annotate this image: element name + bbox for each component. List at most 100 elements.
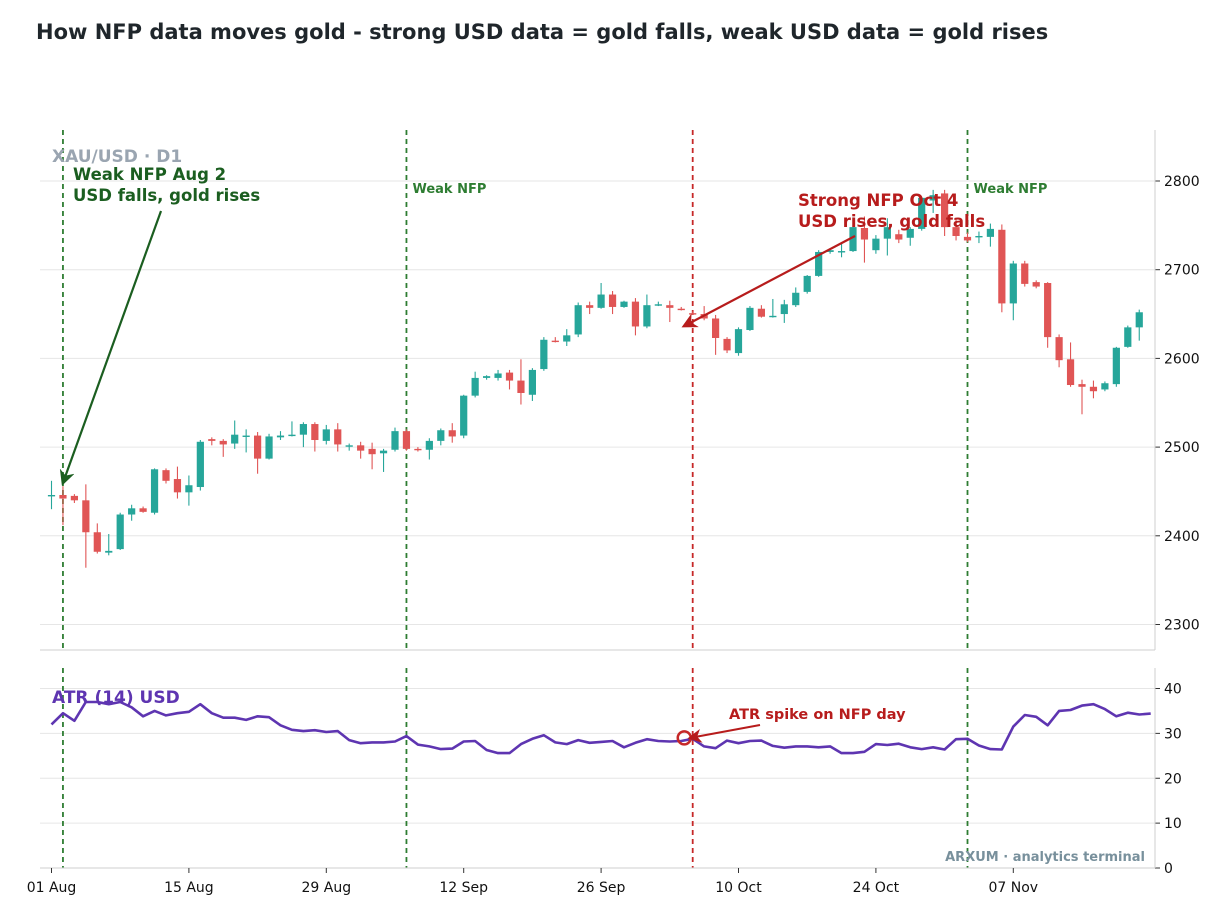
- candle: [769, 298, 777, 318]
- candle: [402, 429, 411, 451]
- candle-body: [265, 436, 273, 459]
- atr-ytick-label: 0: [1164, 861, 1173, 877]
- candle: [150, 468, 159, 515]
- candle: [895, 229, 903, 244]
- candle: [998, 224, 1006, 313]
- candle: [70, 494, 78, 503]
- candle-body: [1124, 327, 1132, 347]
- candle-body: [414, 448, 422, 451]
- candle-body: [872, 238, 880, 251]
- candle: [883, 218, 891, 256]
- candle: [689, 311, 697, 315]
- nfp-event-lines: Weak NFP Weak NFP: [62, 130, 1047, 868]
- candle-body: [1066, 359, 1075, 386]
- candle-body: [792, 292, 800, 306]
- candle-body: [448, 430, 456, 437]
- candle-body: [93, 532, 101, 552]
- candle: [460, 394, 468, 439]
- candle: [379, 448, 388, 472]
- candle: [128, 504, 136, 521]
- candle-body: [734, 329, 743, 354]
- candle: [139, 506, 147, 513]
- candle-body: [963, 236, 972, 241]
- candle: [1089, 380, 1098, 399]
- candlestick-series: [47, 189, 1143, 568]
- xtick-label: 12 Sep: [439, 880, 488, 896]
- xtick-label: 29 Aug: [301, 880, 351, 896]
- candle-body: [883, 227, 891, 239]
- candle: [1009, 260, 1017, 321]
- candle: [162, 468, 170, 484]
- atr-ytick-label: 40: [1164, 682, 1182, 698]
- candle-body: [1032, 282, 1040, 287]
- candle: [483, 375, 491, 380]
- candle-body: [712, 318, 720, 338]
- candle: [746, 306, 754, 331]
- candle-body: [82, 500, 90, 533]
- candle-body: [929, 195, 937, 201]
- candle: [494, 369, 502, 381]
- candle-body: [105, 550, 113, 553]
- candle-body: [208, 439, 216, 441]
- annotation-weak-line1: Weak NFP Aug 2: [73, 165, 226, 184]
- candle: [208, 437, 216, 446]
- candle: [173, 466, 182, 499]
- candle: [368, 442, 376, 470]
- price-ytick-label: 2400: [1164, 529, 1200, 545]
- candle-body: [998, 229, 1006, 304]
- candle-body: [288, 434, 296, 437]
- candle-body: [666, 305, 674, 308]
- candle-body: [952, 227, 960, 236]
- candle: [952, 218, 960, 241]
- candle-body: [379, 450, 388, 454]
- candle-body: [460, 395, 468, 436]
- candle: [299, 422, 307, 448]
- candle: [231, 420, 239, 449]
- candle: [1021, 260, 1029, 287]
- candle: [643, 294, 651, 329]
- atr-grid: [40, 688, 1155, 869]
- candle: [941, 189, 949, 236]
- candle: [288, 421, 296, 437]
- candle-body: [357, 445, 365, 451]
- candle-body: [254, 435, 262, 459]
- candle-body: [345, 445, 353, 447]
- candle-body: [116, 514, 124, 550]
- xtick-label: 26 Sep: [577, 880, 626, 896]
- xtick-label: 07 Nov: [989, 880, 1039, 896]
- candle: [918, 196, 926, 231]
- candle-body: [402, 431, 411, 449]
- candle-body: [494, 373, 502, 378]
- candle-body: [1089, 386, 1098, 392]
- candle: [540, 337, 548, 371]
- candle-body: [757, 308, 765, 317]
- nfp-line-label: Weak NFP: [412, 182, 486, 197]
- candle-body: [483, 376, 491, 378]
- candle: [1124, 325, 1132, 348]
- candle-body: [1101, 383, 1109, 390]
- annotation-strong-line1: Strong NFP Oct 4: [798, 191, 958, 210]
- candle: [780, 299, 788, 323]
- atr-ytick-label: 20: [1164, 771, 1182, 787]
- candle-body: [139, 508, 147, 512]
- candle: [551, 337, 559, 343]
- candle: [906, 227, 914, 246]
- candle: [757, 305, 765, 318]
- candle: [59, 486, 67, 526]
- candle: [505, 369, 514, 390]
- candle: [93, 523, 101, 554]
- candle-body: [689, 313, 697, 315]
- candle-body: [551, 340, 559, 343]
- price-ytick-label: 2600: [1164, 351, 1200, 367]
- candle: [986, 223, 994, 247]
- candle: [837, 242, 846, 258]
- candle: [734, 327, 743, 356]
- candle: [677, 306, 685, 311]
- candle-body: [906, 228, 914, 238]
- candle-body: [47, 494, 56, 497]
- xtick-label: 01 Aug: [27, 880, 77, 896]
- candle-body: [837, 251, 846, 253]
- candle-body: [723, 338, 731, 351]
- candle-body: [196, 441, 204, 488]
